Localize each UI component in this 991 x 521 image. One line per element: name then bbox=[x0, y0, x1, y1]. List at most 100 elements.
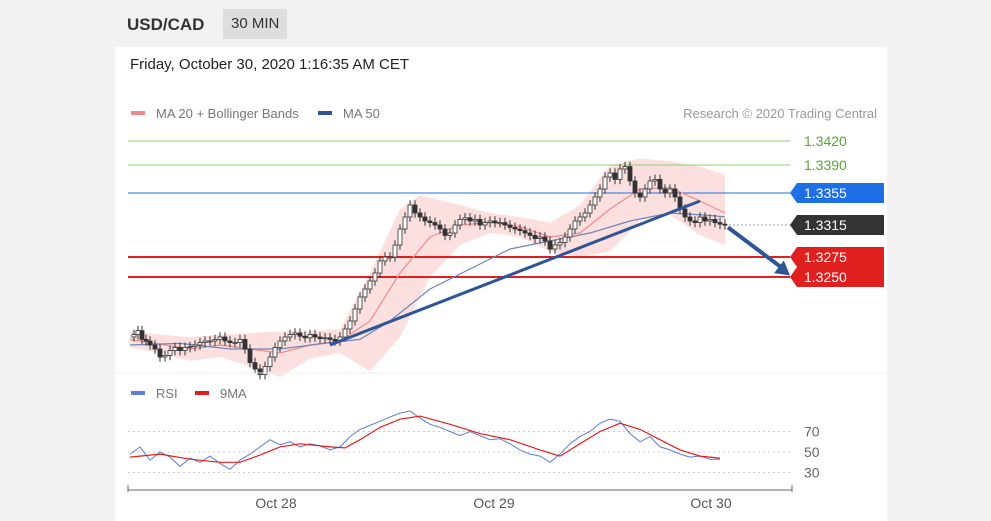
candle-body bbox=[172, 346, 178, 351]
candle-body bbox=[522, 230, 528, 234]
candle-body bbox=[252, 362, 258, 370]
candle-body bbox=[682, 208, 688, 218]
candle-body bbox=[572, 220, 578, 230]
level-label-3: 1.3315 bbox=[804, 217, 847, 233]
candle-body bbox=[402, 216, 408, 230]
candle-body bbox=[602, 176, 608, 190]
candle-body bbox=[407, 204, 413, 218]
candle-body bbox=[135, 330, 141, 336]
candle-body bbox=[707, 218, 713, 222]
level-badge-4 bbox=[790, 247, 884, 267]
candle-body bbox=[167, 350, 173, 356]
candle-body bbox=[562, 236, 568, 243]
ma20-legend-swatch bbox=[131, 111, 145, 115]
candle-body bbox=[637, 192, 643, 198]
chart-panel: USD/CAD 30 MIN Friday, October 30, 2020 … bbox=[115, 0, 887, 521]
candle-body bbox=[597, 188, 603, 198]
candle-body bbox=[212, 338, 218, 342]
candle-body bbox=[139, 330, 145, 340]
candle-body bbox=[217, 336, 223, 340]
candle-body bbox=[447, 232, 453, 236]
candle-body bbox=[287, 334, 293, 338]
candle-body bbox=[467, 217, 473, 222]
candle-body bbox=[412, 204, 418, 214]
candle-body bbox=[442, 228, 448, 236]
candle-body bbox=[587, 204, 593, 214]
candle-body bbox=[512, 226, 518, 230]
candle-body bbox=[422, 216, 428, 222]
candle-body bbox=[417, 212, 423, 218]
candle-body bbox=[627, 166, 633, 182]
rsi-tick-label-2: 30 bbox=[804, 465, 820, 481]
candle-body bbox=[147, 340, 153, 346]
candle-body bbox=[647, 180, 653, 190]
candle-body bbox=[157, 348, 163, 358]
candle-body bbox=[232, 342, 238, 345]
candle-body bbox=[472, 218, 478, 222]
candle-body bbox=[427, 220, 433, 223]
candle-body bbox=[517, 228, 523, 231]
candle-body bbox=[502, 222, 508, 226]
candle-body bbox=[437, 224, 443, 230]
rsi-ma-line bbox=[129, 415, 721, 463]
x-axis-label-1: Oct 29 bbox=[473, 495, 514, 511]
candle-body bbox=[332, 338, 338, 342]
level-label-2: 1.3355 bbox=[804, 185, 847, 201]
candle-body bbox=[357, 296, 363, 310]
forecast-arrow-head bbox=[774, 260, 790, 276]
date-time: Friday, October 30, 2020 1:16:35 AM CET bbox=[130, 56, 410, 73]
candle-body bbox=[352, 308, 358, 322]
candle-body bbox=[362, 288, 368, 298]
candle-body bbox=[282, 336, 288, 342]
candle-body bbox=[347, 320, 353, 330]
level-badge-2 bbox=[790, 183, 884, 203]
candle-body bbox=[617, 168, 623, 180]
candle-body bbox=[487, 220, 493, 223]
candle-body bbox=[143, 338, 149, 342]
candle-body bbox=[397, 228, 403, 246]
candle-body bbox=[492, 220, 498, 223]
rsi-legend-label: RSI bbox=[156, 386, 178, 401]
candle-body bbox=[632, 180, 638, 194]
candle-body bbox=[267, 356, 273, 367]
candle-body bbox=[222, 336, 228, 342]
trend-line bbox=[329, 199, 701, 347]
candle-body bbox=[477, 218, 483, 226]
candle-body bbox=[177, 346, 183, 351]
candle-body bbox=[327, 337, 333, 340]
price-chart: 1.3420 1.3390 1.3355 1.3315 1.3275 1.3250 bbox=[128, 133, 884, 380]
candle-body bbox=[322, 337, 328, 340]
candle-body bbox=[537, 236, 543, 239]
candle-body bbox=[342, 328, 348, 338]
candle-body bbox=[302, 335, 308, 339]
candle-body bbox=[187, 346, 193, 349]
candle-body bbox=[382, 256, 388, 262]
candle-body bbox=[182, 346, 188, 351]
candle-body bbox=[697, 216, 703, 223]
candle-body bbox=[497, 222, 503, 225]
rsi-tick-label-0: 70 bbox=[804, 424, 820, 440]
candle-body bbox=[592, 196, 598, 206]
candle-body bbox=[277, 340, 283, 348]
candle-body bbox=[507, 224, 513, 228]
ma20-legend-label: MA 20 + Bollinger Bands bbox=[156, 106, 299, 121]
candle-body bbox=[452, 224, 458, 234]
rsi-ma-legend-swatch bbox=[195, 391, 209, 395]
candle-body bbox=[622, 166, 628, 170]
x-axis-label-2: Oct 30 bbox=[690, 495, 731, 511]
candle-body bbox=[547, 240, 553, 250]
timeframe-button[interactable]: 30 MIN bbox=[223, 9, 288, 39]
candle-body bbox=[667, 188, 673, 194]
candle-body bbox=[722, 223, 728, 226]
x-axis-label-0: Oct 28 bbox=[255, 495, 296, 511]
candle-body bbox=[162, 354, 168, 358]
candle-body bbox=[552, 244, 558, 250]
candle-body bbox=[567, 228, 573, 238]
candle-body bbox=[377, 260, 383, 274]
candle-body bbox=[272, 346, 278, 358]
candle-body bbox=[257, 368, 263, 375]
rsi-line bbox=[129, 410, 720, 471]
candle-body bbox=[242, 338, 248, 350]
candle-body bbox=[152, 344, 158, 350]
